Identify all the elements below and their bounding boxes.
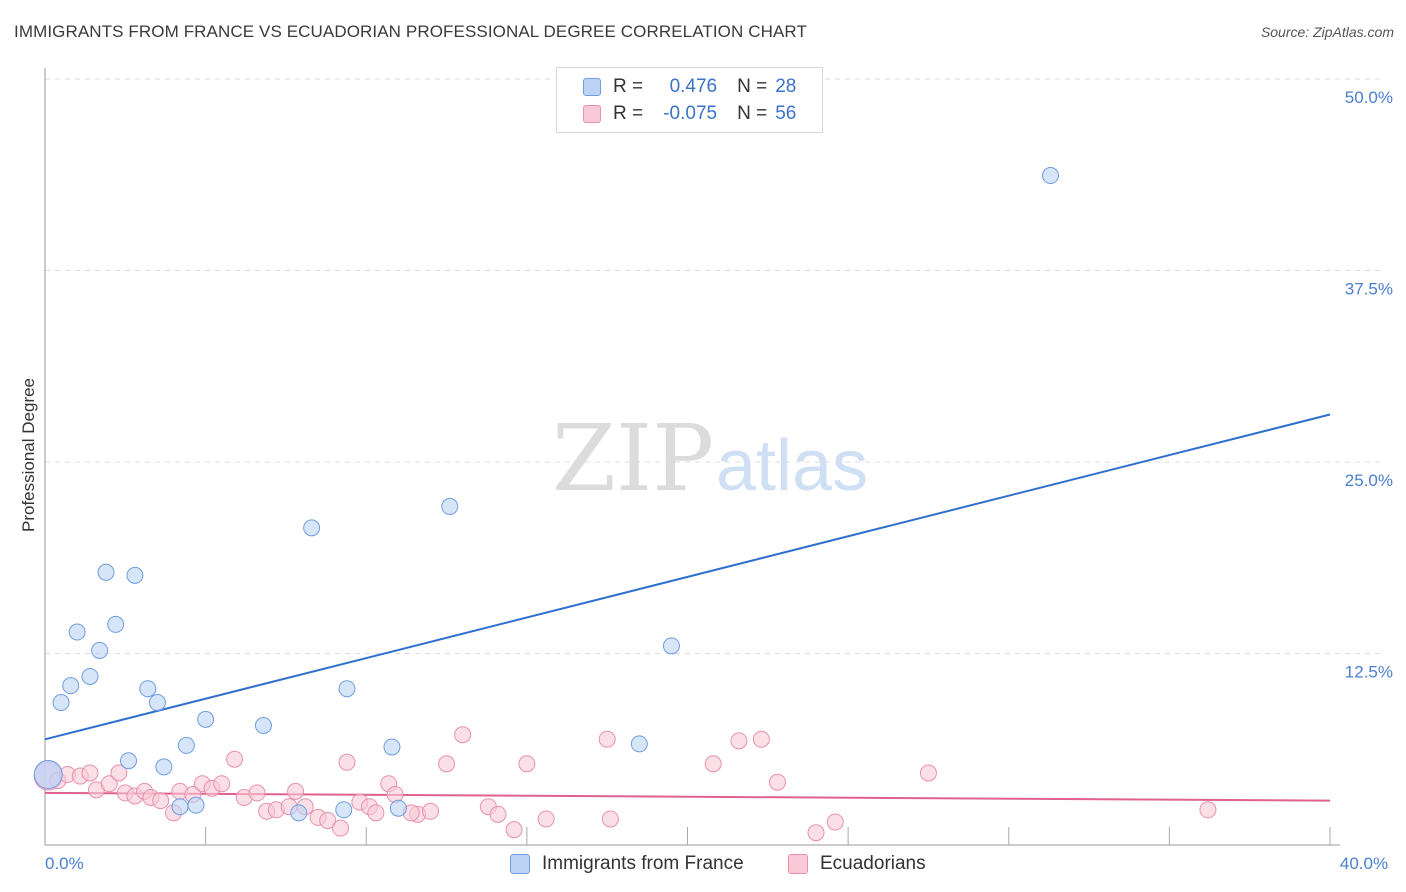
point-ecuador[interactable] [248,784,266,802]
source-label: Source: ZipAtlas.com [1260,24,1394,40]
n-label: N = [737,103,768,124]
y-tick-label: 12.5% [1345,663,1393,682]
point-france[interactable] [62,677,80,695]
legend-ecuador-swatch [788,854,808,874]
trend-line-france [44,413,1331,741]
point-ecuador[interactable] [768,773,786,791]
france-n-value: 28 [775,76,797,97]
point-ecuador[interactable] [752,730,770,748]
watermark: ZIP atlas [552,405,868,512]
point-ecuador[interactable] [213,775,231,793]
point-ecuador[interactable] [152,792,170,810]
y-tick-label: 25.0% [1345,471,1393,490]
point-ecuador[interactable] [110,764,128,782]
point-france[interactable] [662,637,680,655]
france-swatch [583,78,601,96]
point-france[interactable] [171,798,189,816]
axes [44,68,1340,846]
point-ecuador[interactable] [100,775,118,793]
watermark-atlas: atlas [716,426,868,506]
point-france[interactable] [338,680,356,698]
point-ecuador[interactable] [438,755,456,773]
point-ecuador[interactable] [319,811,337,829]
legend-ecuador-label: Ecuadorians [820,853,926,874]
point-france[interactable] [630,735,648,753]
point-france[interactable] [290,804,308,822]
point-france[interactable] [254,717,272,735]
point-france[interactable] [139,680,157,698]
point-ecuador[interactable] [537,810,555,828]
point-ecuador[interactable] [826,813,844,831]
point-france[interactable] [107,615,125,633]
point-france[interactable] [1042,167,1060,185]
point-ecuador[interactable] [81,764,99,782]
point-france[interactable] [126,566,144,584]
point-france[interactable] [155,758,173,776]
stats-row-ecuador: R = -0.075 N = 56 [583,102,796,126]
point-ecuador[interactable] [226,750,244,768]
point-ecuador[interactable] [518,755,536,773]
y-ticks: 12.5% 25.0% 37.5% 50.0% [1345,88,1393,682]
data-points [33,167,1217,842]
point-ecuador[interactable] [730,732,748,750]
point-france[interactable] [81,667,99,685]
n-label: N = [737,76,768,97]
y-axis-label: Professional Degree [19,378,38,532]
grid-lines [45,78,1380,654]
point-ecuador[interactable] [422,802,439,820]
point-ecuador[interactable] [287,782,305,800]
y-tick-label: 50.0% [1345,88,1393,107]
legend-france-label: Immigrants from France [542,853,744,874]
point-ecuador[interactable] [338,753,356,771]
point-france[interactable] [383,738,401,756]
point-france[interactable] [120,752,138,770]
point-ecuador[interactable] [598,730,616,748]
point-france[interactable] [33,760,63,790]
point-ecuador[interactable] [332,819,350,837]
point-france[interactable] [389,799,407,817]
stats-row-france: R = 0.476 N = 28 [583,75,796,99]
point-france[interactable] [335,801,353,819]
ecuador-r-value: -0.075 [663,103,718,124]
point-france[interactable] [177,736,195,754]
legend-item-france[interactable]: Immigrants from France [510,852,744,876]
legend-item-ecuador[interactable]: Ecuadorians [788,852,926,876]
ecuador-n-value: 56 [775,103,797,124]
point-france[interactable] [97,563,115,581]
x-tick-label: 0.0% [45,854,84,873]
r-label: R = [613,76,644,97]
chart-title: IMMIGRANTS FROM FRANCE VS ECUADORIAN PRO… [14,22,807,41]
point-ecuador[interactable] [386,785,404,803]
point-france[interactable] [52,694,70,712]
point-france[interactable] [91,641,109,659]
point-france[interactable] [148,694,166,712]
point-france[interactable] [187,796,205,814]
point-ecuador[interactable] [601,810,619,828]
point-ecuador[interactable] [367,804,385,822]
x-ticks: 0.0% 40.0% [45,854,1388,873]
stats-legend: R = 0.476 N = 28 R = -0.075 N = 56 [556,67,823,133]
point-ecuador[interactable] [919,764,937,782]
y-tick-label: 37.5% [1345,280,1393,299]
point-ecuador[interactable] [704,755,722,773]
point-france[interactable] [197,710,215,728]
point-france[interactable] [68,623,86,641]
x-tick-label: 40.0% [1340,854,1388,873]
watermark-zip: ZIP [552,405,714,512]
france-r-value: 0.476 [669,76,718,97]
legend-france-swatch [510,854,530,874]
point-france[interactable] [441,497,459,515]
point-ecuador[interactable] [807,824,825,842]
ecuador-swatch [583,105,601,123]
point-ecuador[interactable] [505,821,523,839]
point-ecuador[interactable] [489,805,507,823]
r-label: R = [613,103,644,124]
point-france[interactable] [303,519,321,537]
point-ecuador[interactable] [1199,801,1217,819]
point-ecuador[interactable] [454,726,472,744]
